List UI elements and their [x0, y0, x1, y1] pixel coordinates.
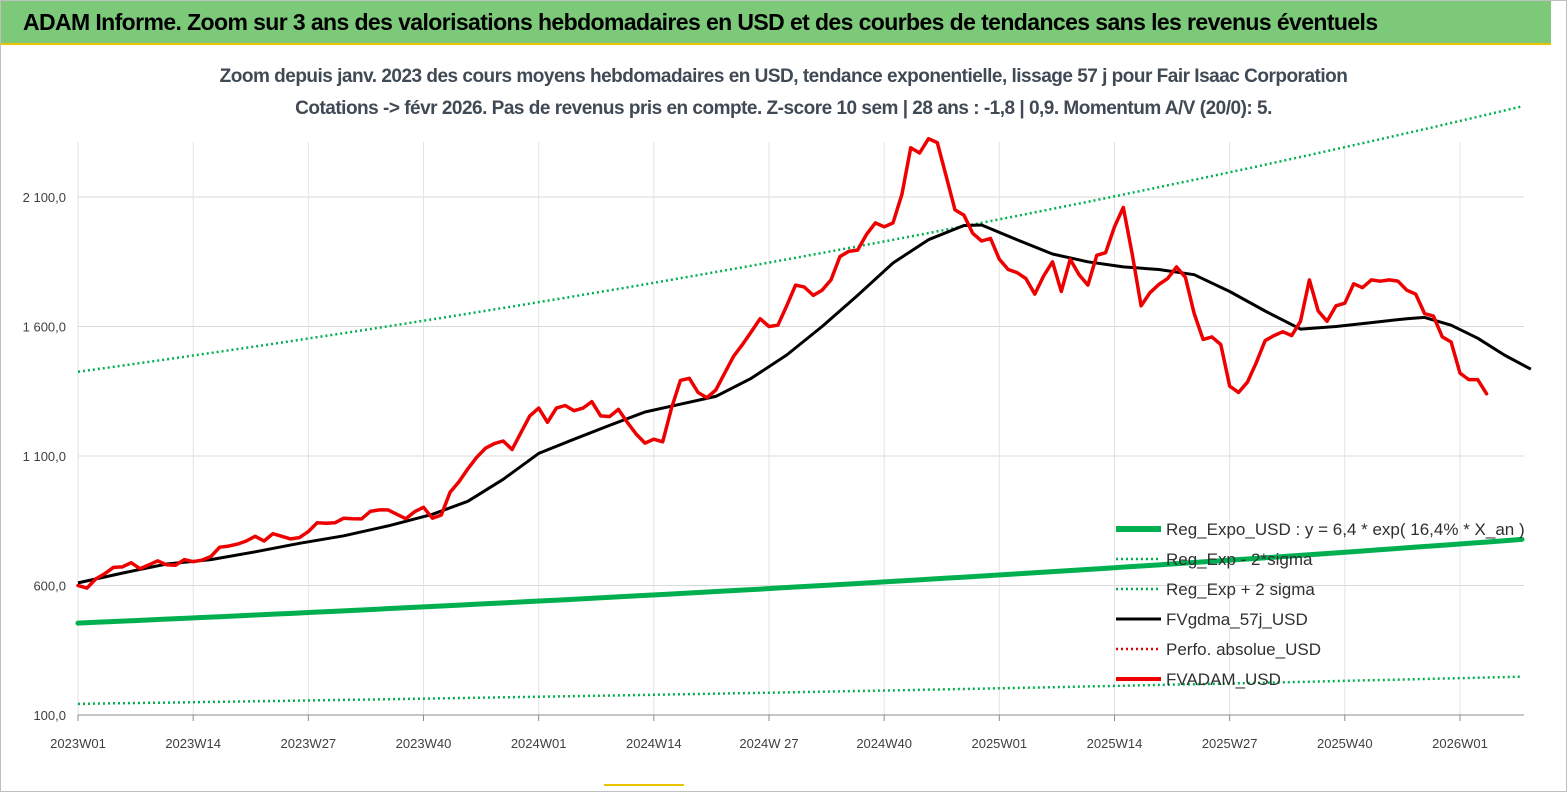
- legend-label: FVgdma_57j_USD: [1166, 610, 1308, 629]
- series-reg-expo-usd-y-6-4-exp-16-4-x-an: [75, 536, 1525, 626]
- chart-subtitle-line1: Zoom depuis janv. 2023 des cours moyens …: [219, 66, 1348, 87]
- legend-label: Reg_Exp - 2*sigma: [1166, 550, 1313, 569]
- legend-label: Reg_Exp + 2 sigma: [1166, 580, 1315, 599]
- legend-label: Reg_Expo_USD : y = 6,4 * exp( 16,4% * X_…: [1166, 520, 1525, 539]
- y-axis-ticks: 100,0 1 100,0 1 600,0 2 100,0 600,0: [23, 190, 66, 723]
- series-reg-exp-2-sigma: [77, 675, 1523, 706]
- x-tick-label: 2024W 27: [739, 736, 798, 751]
- series-fvadam-usd: [76, 136, 1489, 590]
- x-tick-label: 2025W27: [1202, 736, 1258, 751]
- x-tick-label: 2023W14: [165, 736, 221, 751]
- series-fvgdma-57j-usd: [77, 223, 1532, 585]
- series-reg-exp-2-sigma: [77, 105, 1523, 374]
- legend-label: FVADAM_USD: [1166, 670, 1281, 689]
- x-axis-ticks: 2023W01 2023W14 2023W27 2023W40 2024W01 2024W…: [50, 736, 1488, 751]
- y-tick-label: 600,0: [33, 579, 66, 594]
- x-tick-label: 2024W01: [511, 736, 567, 751]
- banner-title: ADAM Informe. Zoom sur 3 ans des valoris…: [23, 9, 1378, 35]
- x-tick-label: 2023W40: [396, 736, 452, 751]
- y-tick-label: 2 100,0: [23, 190, 66, 205]
- bottom-accent: [604, 784, 684, 786]
- x-tick-label: 2026W01: [1432, 736, 1488, 751]
- x-tick-label: 2024W14: [626, 736, 682, 751]
- legend-label: Perfo. absolue_USD: [1166, 640, 1321, 659]
- y-tick-label: 1 100,0: [23, 449, 66, 464]
- y-tick-label: 1 600,0: [23, 320, 66, 335]
- x-tick-label: 2023W01: [50, 736, 106, 751]
- chart-subtitle-line2: Cotations -> févr 2026. Pas de revenus p…: [295, 98, 1272, 119]
- grid: [77, 142, 1524, 721]
- series-group: [75, 105, 1532, 706]
- x-tick-label: 2025W40: [1317, 736, 1373, 751]
- x-tick-label: 2025W01: [971, 736, 1027, 751]
- x-tick-label: 2024W40: [856, 736, 912, 751]
- y-tick-label: 100,0: [33, 708, 66, 723]
- x-tick-label: 2025W14: [1087, 736, 1143, 751]
- title-banner: ADAM Informe. Zoom sur 3 ans des valoris…: [1, 1, 1551, 45]
- x-tick-label: 2023W27: [281, 736, 337, 751]
- legend: Reg_Expo_USD : y = 6,4 * exp( 16,4% * X_…: [1116, 520, 1525, 689]
